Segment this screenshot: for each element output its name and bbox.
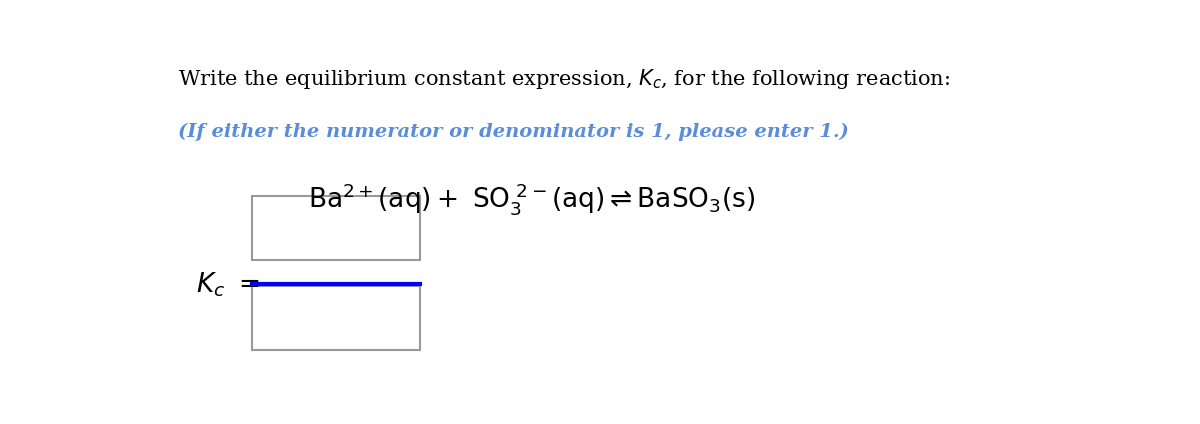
Bar (252, 286, 420, 350)
Text: =: = (239, 272, 260, 297)
Bar (252, 196, 420, 260)
Text: $K_c$: $K_c$ (197, 270, 226, 298)
Text: (If either the numerator or denominator is 1, please enter 1.): (If either the numerator or denominator … (178, 123, 848, 141)
Text: Write the equilibrium constant expression, $K_c$, for the following reaction:: Write the equilibrium constant expressio… (178, 67, 950, 91)
Text: $\mathrm{Ba^{2+}(aq) + \ SO_3^{\ 2-}(aq) \rightleftharpoons BaSO_3(s)}$: $\mathrm{Ba^{2+}(aq) + \ SO_3^{\ 2-}(aq)… (308, 181, 756, 218)
